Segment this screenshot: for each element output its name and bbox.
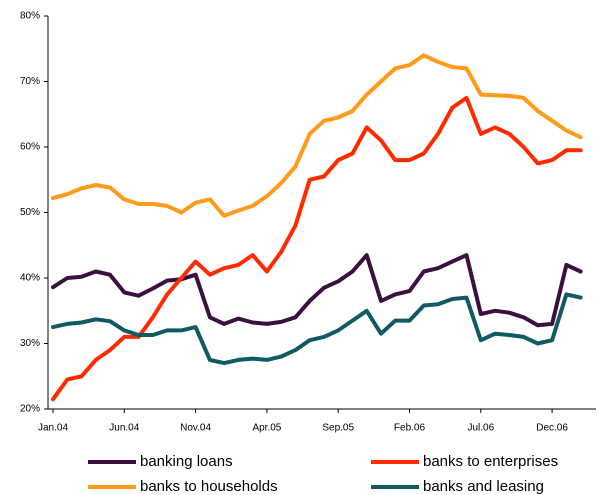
y-tick-label: 60% [20, 142, 40, 153]
legend-label: banks to households [140, 478, 278, 495]
legend-label: banks and leasing [423, 478, 544, 495]
x-tick-label: Jul.06 [467, 423, 494, 434]
series-line [51, 53, 583, 218]
series-line [51, 95, 583, 402]
x-tick-label: Jan.04 [38, 423, 68, 434]
y-tick-label: 20% [20, 404, 40, 415]
y-tick-label: 70% [20, 76, 40, 87]
x-tick-label: Apr.05 [252, 423, 281, 434]
legend-label: banking loans [140, 453, 233, 470]
x-tick-label: Nov.04 [180, 423, 211, 434]
series-line [51, 292, 583, 366]
y-tick-label: 50% [20, 207, 40, 218]
x-tick-label: Dec.06 [536, 423, 568, 434]
x-tick-label: Jun.04 [109, 423, 139, 434]
x-tick-label: Feb.06 [394, 423, 426, 434]
x-tick-label: Sep.05 [322, 423, 354, 434]
y-tick-label: 80% [20, 11, 40, 22]
y-tick-label: 30% [20, 338, 40, 349]
y-tick-label: 40% [20, 273, 40, 284]
series-line [51, 253, 583, 328]
legend-label: banks to enterprises [423, 453, 558, 470]
